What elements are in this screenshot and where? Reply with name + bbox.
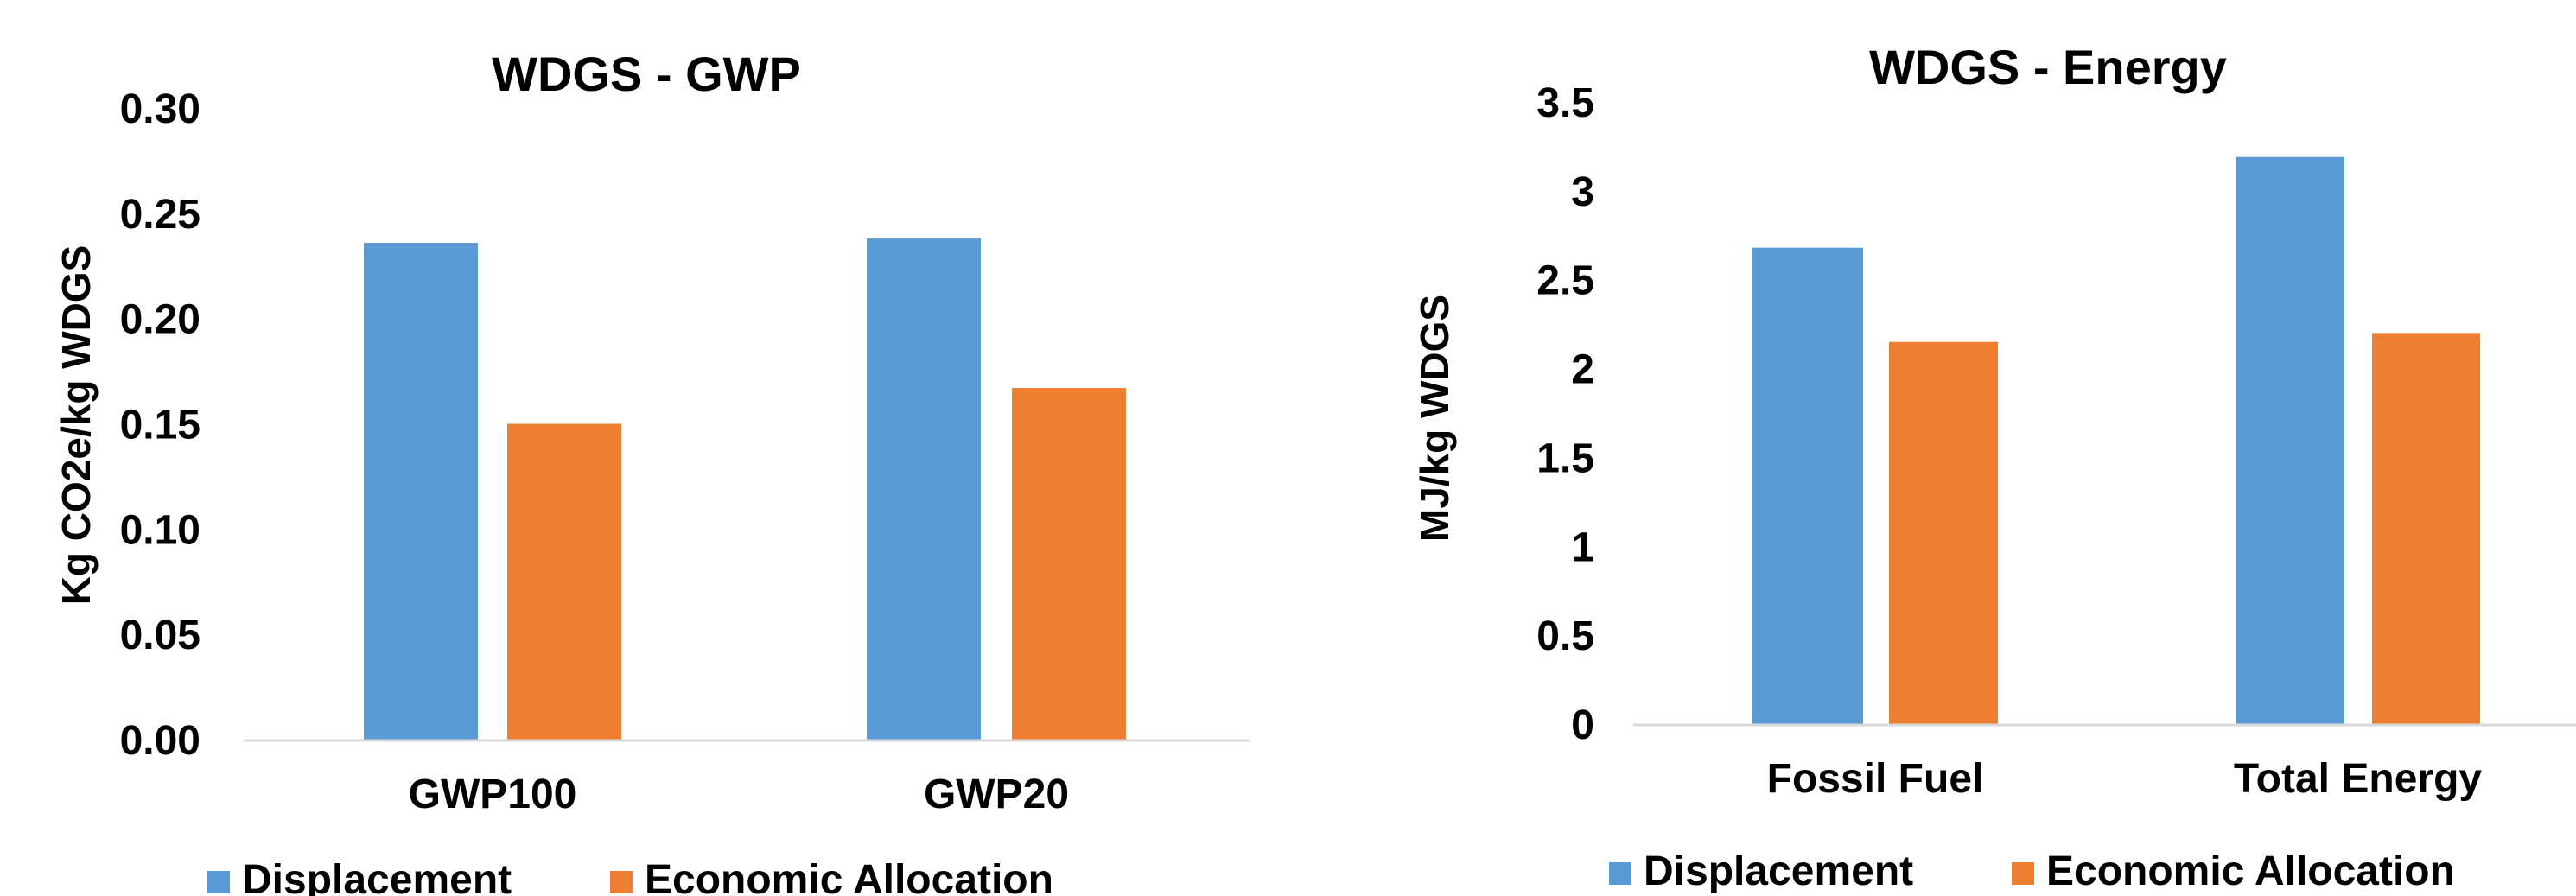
legend-swatch-displacement [207, 871, 230, 893]
y-tick-label: 3.5 [1536, 80, 1594, 126]
y-axis-label: MJ/kg WDGS [1412, 295, 1457, 542]
legend-label-economic-allocation: Economic Allocation [645, 857, 1053, 896]
legend: Displacement Economic Allocation [207, 857, 1053, 896]
y-tick-label: 0.15 [120, 403, 200, 448]
y-tick-label: 0.10 [120, 507, 200, 553]
y-tick-label: 0.00 [120, 718, 200, 764]
bar-economic-allocation-gwp20 [1012, 388, 1126, 740]
bar-displacement-gwp100 [364, 242, 478, 740]
y-tick-label: 0 [1571, 702, 1594, 748]
chart-title: WDGS - GWP [492, 47, 801, 101]
legend-label-economic-allocation: Economic Allocation [2046, 848, 2455, 894]
legend-swatch-economic-allocation [610, 871, 633, 893]
bar-economic-allocation-gwp100 [507, 423, 621, 740]
x-tick-labels: GWP100 GWP20 [409, 772, 1069, 817]
x-tick-label: Total Energy [2234, 756, 2482, 802]
x-tick-label: Fossil Fuel [1767, 756, 1984, 802]
legend-swatch-economic-allocation [2012, 862, 2034, 885]
bar-displacement-gwp20 [867, 238, 981, 740]
y-axis-label: Kg CO2e/kg WDGS [54, 245, 99, 606]
energy-chart: WDGS - Energy MJ/kg WDGS 0 0.5 1 1.5 2 2.5 3 3.… [1412, 40, 2576, 894]
x-tick-label: GWP100 [409, 772, 577, 817]
bar-displacement-fossil-fuel [1752, 247, 1863, 725]
y-tick-label: 3 [1571, 169, 1594, 215]
y-tick-labels: 0 0.5 1 1.5 2 2.5 3 3.5 [1536, 80, 1594, 748]
bar-economic-allocation-total-energy [2372, 333, 2480, 724]
y-tick-label: 0.30 [120, 86, 200, 132]
legend-label-displacement: Displacement [1644, 848, 1913, 894]
bars [364, 238, 1126, 740]
legend: Displacement Economic Allocation [1609, 848, 2455, 894]
legend-swatch-displacement [1609, 862, 1631, 885]
y-tick-label: 0.25 [120, 192, 200, 238]
y-tick-label: 2.5 [1536, 258, 1594, 304]
bar-economic-allocation-fossil-fuel [1889, 341, 1998, 724]
y-tick-label: 2 [1571, 347, 1594, 393]
chart-title: WDGS - Energy [1869, 40, 2227, 94]
legend-label-displacement: Displacement [242, 857, 512, 896]
gwp-chart: WDGS - GWP Kg CO2e/kg WDGS 0.000.050.100… [54, 47, 1250, 896]
y-tick-label: 1 [1571, 524, 1594, 570]
y-tick-labels: 0.00 0.05 0.10 0.15 0.20 0.25 0.30 [120, 86, 200, 764]
y-tick-label: 0.20 [120, 297, 200, 343]
x-tick-labels: Fossil Fuel Total Energy [1767, 756, 2483, 802]
y-tick-label: 0.05 [120, 613, 200, 658]
bar-displacement-total-energy [2236, 156, 2344, 724]
y-tick-label: 0.5 [1536, 613, 1594, 659]
x-tick-label: GWP20 [924, 772, 1069, 817]
bars [1752, 156, 2480, 725]
y-tick-label: 1.5 [1536, 435, 1594, 481]
